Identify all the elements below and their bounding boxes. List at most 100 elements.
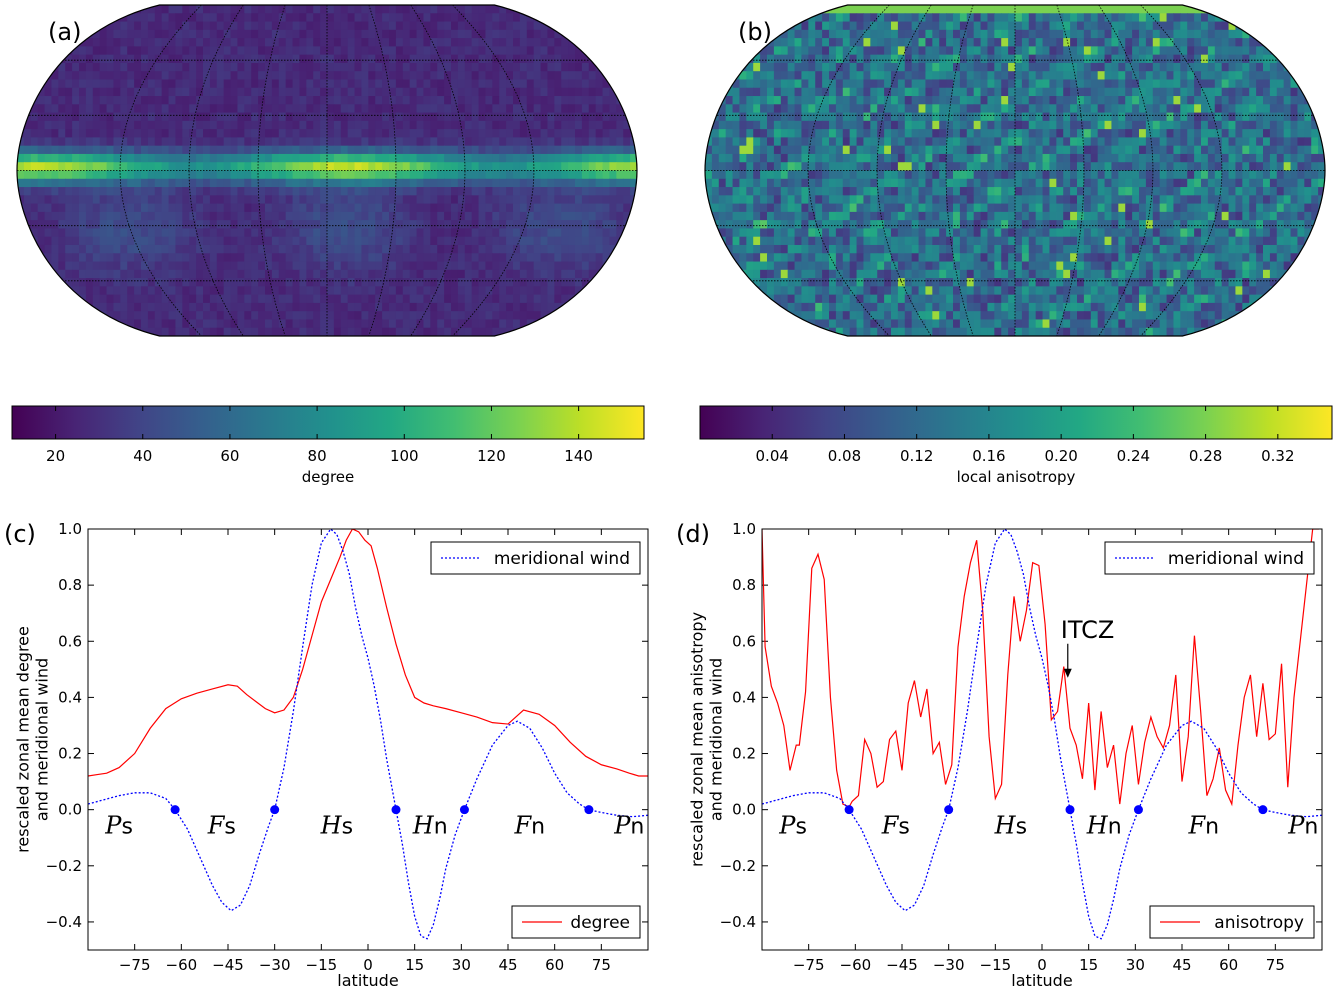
y-tick-label: 0.0: [732, 801, 756, 819]
panel-d-label: (d): [676, 520, 710, 548]
zero-crossing-point: [1134, 805, 1143, 814]
x-tick-label: 15: [405, 956, 424, 974]
zero-crossing-point: [1258, 805, 1267, 814]
colorbar-tick-label: 0.32: [1261, 447, 1294, 465]
y-tick-label: −0.4: [720, 913, 756, 931]
cell-label: Pn: [613, 812, 644, 840]
y-tick-label: 1.0: [58, 520, 82, 538]
x-tick-label: 75: [1266, 956, 1285, 974]
colorbar-tick-label: 60: [220, 447, 239, 465]
cell-label: Fs: [881, 812, 910, 840]
y-tick-label: 0.8: [732, 576, 756, 594]
cell-label: Ps: [104, 812, 133, 840]
y-tick-label: −0.2: [46, 857, 82, 875]
y-tick-label: −0.4: [46, 913, 82, 931]
colorbar-tick-label: 100: [390, 447, 419, 465]
x-tick-label: 60: [1219, 956, 1238, 974]
colorbar-tick-label: 0.12: [900, 447, 933, 465]
colorbar-tick-label: 0.24: [1117, 447, 1150, 465]
y-tick-label: 0.4: [732, 688, 756, 706]
zero-crossing-point: [1066, 805, 1075, 814]
y-axis-label: rescaled zonal mean degreeand meridional…: [13, 626, 51, 853]
cell-label: Fn: [1187, 812, 1219, 840]
zero-crossing-point: [171, 805, 180, 814]
x-axis-label: latitude: [1011, 971, 1072, 990]
x-tick-label: 75: [592, 956, 611, 974]
y-tick-label: 0.4: [58, 688, 82, 706]
panel-a-label: (a): [48, 18, 81, 46]
x-tick-label: 30: [452, 956, 471, 974]
zero-crossing-point: [584, 805, 593, 814]
map-b-anisotropy: [705, 5, 1326, 337]
x-tick-label: −60: [840, 956, 872, 974]
colorbar-tick-label: 0.16: [972, 447, 1005, 465]
x-tick-label: 30: [1126, 956, 1145, 974]
cell-label: Fn: [513, 812, 545, 840]
x-tick-label: −45: [212, 956, 244, 974]
cell-label: Hs: [320, 812, 353, 840]
colorbar-anisotropy: 0.04 0.08 0.12 0.16 0.20 0.24 0.28 0.32 local an…: [700, 406, 1332, 486]
colorbar-tick-label: 140: [564, 447, 593, 465]
zero-crossing-point: [845, 805, 854, 814]
colorbar-tick-label: 0.28: [1189, 447, 1222, 465]
y-tick-label: 0.2: [58, 745, 82, 763]
y-tick-label: 1.0: [732, 520, 756, 538]
colorbar-label: local anisotropy: [957, 468, 1076, 486]
zero-crossing-point: [270, 805, 279, 814]
x-tick-label: −75: [793, 956, 825, 974]
y-tick-label: 0.6: [58, 632, 82, 650]
colorbar-label: degree: [302, 468, 355, 486]
x-tick-label: −15: [980, 956, 1012, 974]
colorbar-tick-label: 80: [308, 447, 327, 465]
y-tick-label: 0.2: [732, 745, 756, 763]
zero-crossing-point: [460, 805, 469, 814]
y-axis-label: rescaled zonal mean anisotropyand meridi…: [687, 612, 725, 867]
legend-entry: anisotropy: [1214, 913, 1304, 933]
legend-entry: meridional wind: [1168, 549, 1304, 569]
legend: anisotropy: [1150, 906, 1314, 938]
colorbar-tick-label: 0.20: [1044, 447, 1077, 465]
x-tick-label: 45: [1172, 956, 1191, 974]
map-a-degree: [17, 5, 638, 337]
colorbar-tick-label: 120: [477, 447, 506, 465]
series-line: [88, 529, 648, 939]
x-tick-label: −60: [166, 956, 198, 974]
x-tick-label: 15: [1079, 956, 1098, 974]
y-tick-label: −0.2: [720, 857, 756, 875]
x-tick-label: −30: [259, 956, 291, 974]
colorbar-tick-label: 40: [133, 447, 152, 465]
cell-label: Pn: [1287, 812, 1318, 840]
cell-label: Hn: [412, 812, 448, 840]
x-tick-label: −15: [306, 956, 338, 974]
x-tick-label: −30: [933, 956, 965, 974]
colorbar-degree: 20 40 60 80 100 120 140 degree: [12, 406, 644, 486]
colorbar-tick-label: 0.04: [756, 447, 789, 465]
zero-crossing-point: [392, 805, 401, 814]
y-tick-label: 0.6: [732, 632, 756, 650]
panel-c-label: (c): [4, 520, 36, 548]
legend: degree: [512, 906, 640, 938]
x-tick-label: 45: [498, 956, 517, 974]
x-tick-label: −45: [886, 956, 918, 974]
cell-label: Fs: [207, 812, 236, 840]
legend-entry: degree: [570, 913, 630, 933]
x-tick-label: −75: [119, 956, 151, 974]
itcz-annotation: ITCZ: [1061, 616, 1115, 644]
x-axis-label: latitude: [337, 971, 398, 990]
colorbar-tick-label: 20: [46, 447, 65, 465]
y-tick-label: 0.0: [58, 801, 82, 819]
y-tick-label: 0.8: [58, 576, 82, 594]
legend: meridional wind: [1105, 542, 1314, 574]
zero-crossing-point: [944, 805, 953, 814]
cell-label: Hn: [1086, 812, 1122, 840]
colorbar-tick-label: 0.08: [828, 447, 861, 465]
x-tick-label: 60: [545, 956, 564, 974]
legend-entry: meridional wind: [494, 549, 630, 569]
legend: meridional wind: [431, 542, 640, 574]
panel-b-label: (b): [738, 18, 772, 46]
cell-label: Hs: [994, 812, 1027, 840]
cell-label: Ps: [778, 812, 807, 840]
